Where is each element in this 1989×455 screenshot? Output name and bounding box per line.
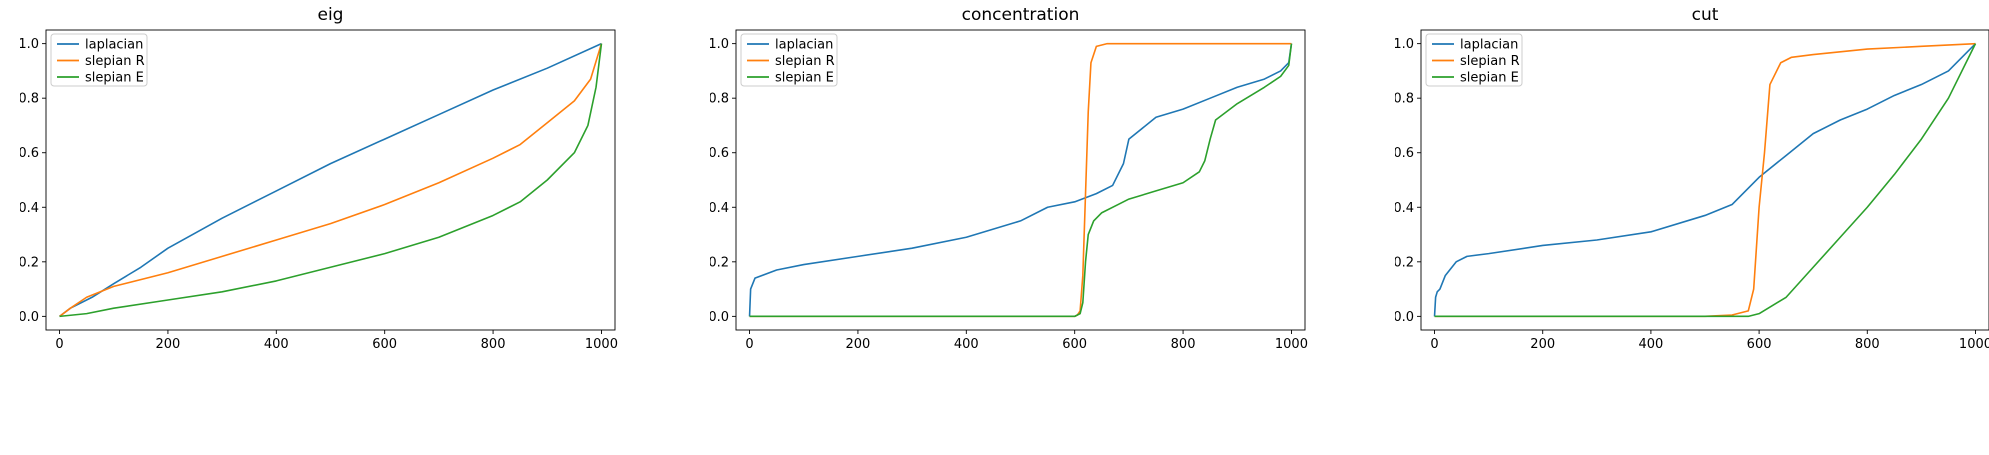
x-tick-label: 600 bbox=[1062, 337, 1087, 352]
y-tick-label: 1.0 bbox=[710, 37, 729, 52]
chart-panel-3: cut 0 200 400 600 800 1000 0.0 0.2 0.4 0.6 0.8 1.0 la… bbox=[1393, 0, 1989, 451]
x-tick-label: 1000 bbox=[585, 337, 618, 352]
y-tick-label: 0.6 bbox=[20, 146, 39, 161]
y-tick-label: 0.6 bbox=[1395, 146, 1414, 161]
y-tick-label: 0.8 bbox=[1395, 92, 1414, 107]
y-tick-label: 0.4 bbox=[20, 201, 39, 216]
chart-svg-1: eig 0 200 400 600 800 1000 0.0 0.2 0.4 0.6 0.8 1.0 la… bbox=[18, 5, 618, 352]
chart-svg-2: concentration 0 200 400 600 800 1000 0.0 0.2 0.4 0… bbox=[708, 5, 1308, 352]
axes-frame bbox=[735, 29, 1306, 331]
legend-label: slepian E bbox=[1460, 71, 1519, 86]
x-tick-label: 800 bbox=[1855, 337, 1880, 352]
y-tick-label: 0.2 bbox=[710, 255, 729, 270]
chart-panel-2: concentration 0 200 400 600 800 1000 0.0 0.2 0.4 0… bbox=[708, 0, 1310, 451]
x-tick-label: 400 bbox=[954, 337, 979, 352]
legend-label: laplacian bbox=[85, 38, 143, 53]
x-tick-label: 1000 bbox=[1959, 337, 1989, 352]
chart-panel-1: eig 0 200 400 600 800 1000 0.0 0.2 0.4 0.6 0.8 1.0 la… bbox=[18, 0, 620, 451]
axes-frame bbox=[45, 29, 616, 331]
y-tick-label: 0.0 bbox=[1395, 310, 1414, 325]
x-tick-label: 0 bbox=[55, 337, 63, 352]
legend-label: laplacian bbox=[1460, 38, 1518, 53]
y-tick-label: 1.0 bbox=[1395, 37, 1414, 52]
legend-label: slepian R bbox=[775, 54, 835, 69]
legend-label: slepian R bbox=[85, 54, 145, 69]
series-line-slepian-e bbox=[1434, 43, 1977, 318]
y-tick-label: 0.8 bbox=[710, 92, 729, 107]
y-tick-label: 0.2 bbox=[20, 255, 39, 270]
y-tick-label: 0.6 bbox=[710, 146, 729, 161]
series-line-laplacian bbox=[748, 43, 1293, 317]
series-line-slepian-r bbox=[59, 43, 603, 317]
x-tick-label: 600 bbox=[1747, 337, 1772, 352]
series-line-laplacian bbox=[59, 42, 602, 317]
y-tick-label: 1.0 bbox=[20, 37, 39, 52]
y-tick-label: 0.2 bbox=[1395, 255, 1414, 270]
x-tick-label: 1000 bbox=[1275, 337, 1308, 352]
chart-title: cut bbox=[1692, 5, 1719, 25]
y-tick-label: 0.0 bbox=[20, 310, 39, 325]
axes-frame bbox=[1420, 29, 1989, 331]
x-tick-label: 200 bbox=[846, 337, 871, 352]
y-tick-label: 0.4 bbox=[710, 201, 729, 216]
series-line-laplacian bbox=[1433, 43, 1977, 317]
x-tick-label: 0 bbox=[745, 337, 753, 352]
y-tick-label: 0.0 bbox=[710, 310, 729, 325]
x-tick-label: 800 bbox=[1171, 337, 1196, 352]
legend-label: slepian R bbox=[1460, 54, 1520, 69]
chart-svg-3: cut 0 200 400 600 800 1000 0.0 0.2 0.4 0.6 0.8 1.0 la… bbox=[1393, 5, 1989, 352]
y-tick-label: 0.8 bbox=[20, 92, 39, 107]
x-tick-label: 200 bbox=[1530, 337, 1555, 352]
chart-title: eig bbox=[318, 5, 344, 25]
legend-label: slepian E bbox=[775, 71, 834, 86]
y-tick-label: 0.4 bbox=[1395, 201, 1414, 216]
x-tick-label: 400 bbox=[1638, 337, 1663, 352]
series-line-slepian-e bbox=[749, 43, 1293, 318]
x-tick-label: 600 bbox=[372, 337, 397, 352]
x-tick-label: 400 bbox=[264, 337, 289, 352]
x-tick-label: 800 bbox=[481, 337, 506, 352]
series-line-slepian-e bbox=[59, 43, 603, 318]
legend-label: slepian E bbox=[85, 71, 144, 86]
series-line-slepian-r bbox=[1434, 42, 1976, 318]
x-tick-label: 0 bbox=[1430, 337, 1438, 352]
legend-label: laplacian bbox=[775, 38, 833, 53]
x-tick-label: 200 bbox=[156, 337, 181, 352]
chart-title: concentration bbox=[962, 5, 1080, 25]
